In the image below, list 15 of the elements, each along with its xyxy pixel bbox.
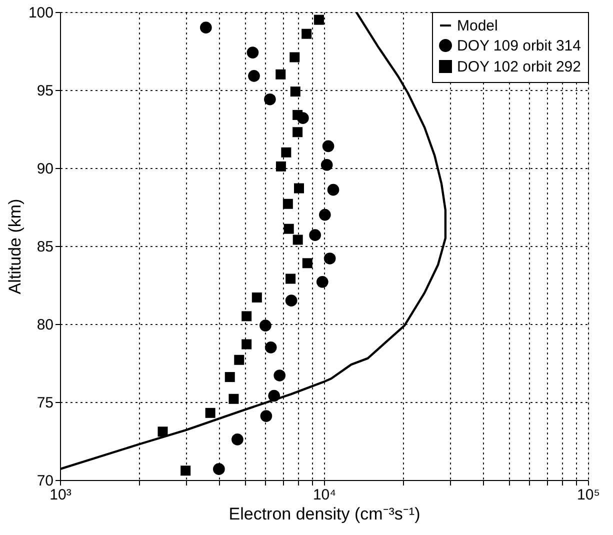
- legend-label: Model: [457, 18, 498, 34]
- y-tick-label: 90: [36, 160, 54, 178]
- y-tick-label: 80: [36, 316, 54, 334]
- y-tick-label: 70: [36, 472, 54, 490]
- y-tick-label: 85: [36, 238, 54, 256]
- x-tick-label: 10⁴: [312, 486, 336, 504]
- legend-label: DOY 102 orbit 292: [457, 58, 581, 76]
- y-axis-title: Altitude (km): [5, 198, 24, 294]
- x-tick-label: 10⁵: [577, 486, 600, 504]
- y-tick-label: 95: [36, 82, 54, 100]
- x-tick-label: 10³: [50, 486, 72, 504]
- y-tick-label: 100: [28, 4, 54, 22]
- y-tick-label: 75: [36, 394, 54, 412]
- x-axis-title: Electron density (cm⁻³s⁻¹): [228, 504, 420, 524]
- legend-label: DOY 109 orbit 314: [457, 38, 581, 54]
